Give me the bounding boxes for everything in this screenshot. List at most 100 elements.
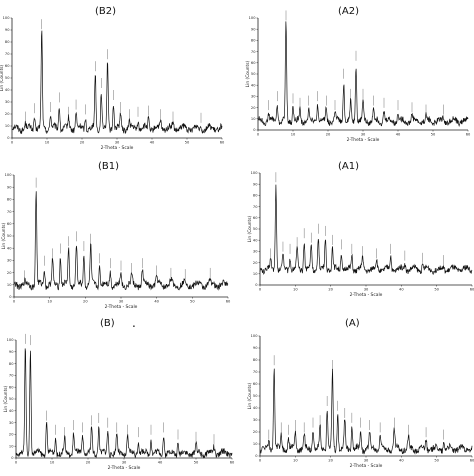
- b-x-tick-label: 20: [86, 461, 91, 465]
- a1-x-tick-label: 50: [434, 288, 439, 292]
- a-x-axis-title: 2-Theta - Scale: [350, 463, 383, 469]
- a2-y-axis-title: Lin (Counts): [245, 60, 251, 87]
- b-y-tick-label: 20: [9, 433, 14, 437]
- a1-y-tick-label: 40: [253, 238, 258, 242]
- panel-label-b2: (B2): [95, 6, 117, 17]
- a-y-tick-label: 40: [253, 406, 258, 410]
- a2-y-tick-label: 100: [249, 16, 257, 20]
- a2-x-axis-title: 2-Theta - Scale: [347, 137, 380, 143]
- b2-x-tick-label: 0: [11, 141, 14, 145]
- b2-x-tick-label: 50: [185, 141, 190, 145]
- b1-y-tick-label: 0: [9, 295, 12, 299]
- b1-y-tick-label: 100: [5, 173, 13, 177]
- a2-axes: [257, 18, 468, 131]
- b-y-tick-label: 60: [9, 385, 14, 389]
- b2-y-tick-label: 20: [5, 112, 10, 116]
- b2-y-tick-label: 80: [5, 40, 10, 44]
- b1-y-tick-label: 10: [7, 283, 12, 287]
- b-diffraction-trace: [15, 348, 233, 459]
- a2-x-tick-label: 10: [291, 133, 296, 137]
- a-axes: [259, 336, 472, 457]
- b1-x-tick-label: 50: [190, 300, 195, 304]
- b1-diffraction-trace: [13, 191, 229, 291]
- b2-y-tick-label: 70: [5, 52, 10, 56]
- b-x-axis-title: 2-Theta - Scale: [108, 465, 141, 471]
- b1-y-axis-title: Lin (Counts): [1, 222, 7, 249]
- a-y-tick-label: 30: [253, 418, 258, 422]
- a2-y-tick-label: 80: [251, 39, 256, 43]
- b1-y-tick-label: 90: [7, 185, 12, 189]
- a-x-tick-label: 10: [293, 459, 298, 463]
- b1-y-tick-label: 50: [7, 234, 12, 238]
- b1-x-tick-label: 20: [83, 300, 88, 304]
- b2-y-tick-label: 0: [7, 136, 10, 140]
- a2-x-tick-label: 20: [326, 133, 331, 137]
- a2-y-tick-label: 0: [253, 128, 256, 132]
- a2-y-tick-label: 90: [251, 27, 256, 31]
- panel-label-b: (B): [100, 318, 115, 329]
- chart-a1: 0 10 20 30 40 50 60 70 80 90 100 0 10 20 30 40 50 60 2-The…: [247, 171, 474, 298]
- a2-y-tick-label: 10: [251, 117, 256, 121]
- b2-y-tick-label: 30: [5, 100, 10, 104]
- a1-y-tick-label: 70: [253, 205, 258, 209]
- b2-y-tick-label: 50: [5, 76, 10, 80]
- b-y-tick-label: 80: [9, 362, 14, 366]
- a-y-tick-label: 80: [253, 358, 258, 362]
- marker-dot: .: [132, 316, 136, 330]
- a1-diffraction-trace: [259, 184, 473, 275]
- b-x-tick-label: 50: [194, 461, 199, 465]
- b2-x-tick-label: 60: [220, 141, 225, 145]
- b1-y-tick-label: 30: [7, 259, 12, 263]
- b-y-tick-label: 90: [9, 350, 14, 354]
- b-x-tick-label: 10: [50, 461, 55, 465]
- a1-x-tick-label: 60: [470, 288, 474, 292]
- a2-x-tick-label: 40: [396, 133, 401, 137]
- b1-y-tick-label: 40: [7, 246, 12, 250]
- chart-a: 0 10 20 30 40 50 60 70 80 90 100 0 10 20 30 40 50 60 2-The…: [247, 334, 474, 469]
- a-y-tick-label: 0: [255, 454, 258, 458]
- a-x-tick-label: 30: [364, 459, 369, 463]
- panel-label-b1: (B1): [98, 161, 120, 172]
- a2-y-tick-label: 60: [251, 61, 256, 65]
- panel-label-a2: (A2): [338, 6, 360, 17]
- a1-x-tick-label: 30: [364, 288, 369, 292]
- b1-y-tick-label: 80: [7, 198, 12, 202]
- b1-x-axis-title: 2-Theta - Scale: [105, 304, 138, 310]
- a1-x-axis-title: 2-Theta - Scale: [350, 292, 383, 298]
- b-x-tick-label: 60: [230, 461, 235, 465]
- a-y-tick-label: 20: [253, 430, 258, 434]
- a-diffraction-trace: [259, 368, 473, 455]
- chart-b2: 0 10 20 30 40 50 60 70 80 90 100 0 10 20 30 40 50 60 2-The…: [0, 16, 225, 151]
- a2-x-tick-label: 30: [361, 133, 366, 137]
- b1-axes: [13, 175, 228, 298]
- b2-x-tick-label: 10: [45, 141, 50, 145]
- a1-y-axis-title: Lin (Counts): [247, 215, 253, 242]
- b1-x-tick-label: 0: [13, 300, 16, 304]
- a1-y-tick-label: 90: [253, 182, 258, 186]
- panel-label-a: (A): [345, 318, 360, 329]
- a-y-tick-label: 70: [253, 370, 258, 374]
- b1-x-tick-label: 30: [119, 300, 124, 304]
- a1-x-tick-label: 40: [399, 288, 404, 292]
- b-x-tick-label: 40: [158, 461, 163, 465]
- b2-y-tick-label: 60: [5, 64, 10, 68]
- b-y-tick-label: 100: [7, 338, 15, 342]
- a2-y-tick-label: 40: [251, 83, 256, 87]
- b-y-tick-label: 10: [9, 444, 14, 448]
- a2-x-tick-label: 0: [257, 133, 260, 137]
- b-y-axis-title: Lin (Counts): [3, 385, 9, 412]
- b2-x-tick-label: 40: [150, 141, 155, 145]
- a-y-tick-label: 50: [253, 394, 258, 398]
- a-y-tick-label: 10: [253, 442, 258, 446]
- b-x-tick-label: 30: [122, 461, 127, 465]
- b2-y-axis-title: Lin (Counts): [0, 64, 5, 91]
- b2-diffraction-trace: [11, 30, 223, 135]
- a2-y-tick-label: 20: [251, 106, 256, 110]
- a-y-axis-title: Lin (Counts): [247, 382, 253, 409]
- a2-diffraction-trace: [257, 21, 469, 127]
- a1-y-tick-label: 60: [253, 216, 258, 220]
- b1-y-tick-label: 20: [7, 271, 12, 275]
- b2-y-tick-label: 90: [5, 28, 10, 32]
- a1-y-tick-label: 20: [253, 261, 258, 265]
